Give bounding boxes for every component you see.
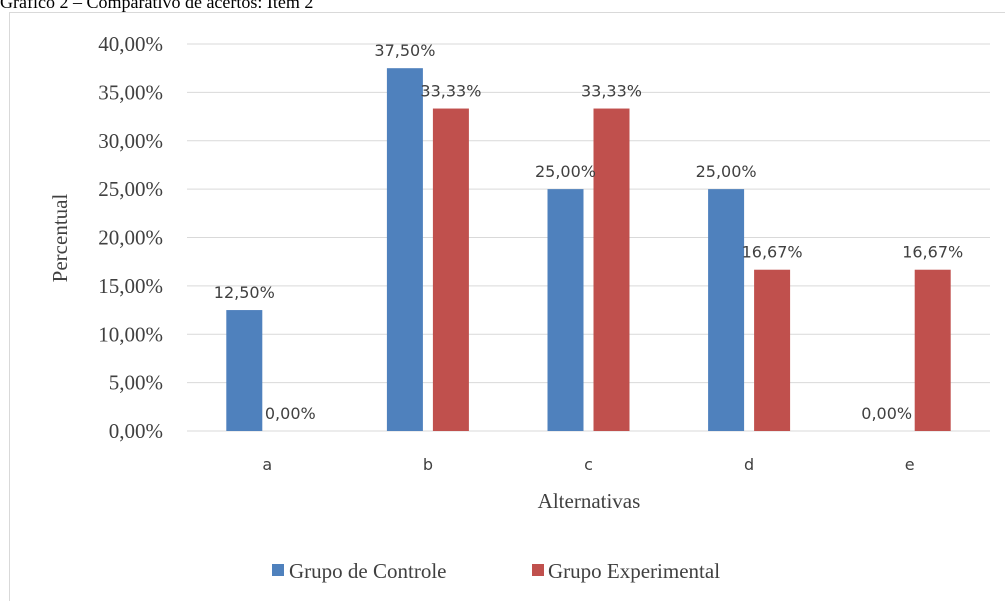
data-label: 0,00%: [265, 404, 316, 423]
bar-experimental: [914, 269, 951, 431]
bar-experimental: [593, 108, 630, 431]
legend-label: Grupo Experimental: [548, 559, 720, 583]
y-tick-label: 10,00%: [98, 322, 163, 346]
y-axis-title: Percentual: [48, 194, 72, 283]
data-label: 16,67%: [742, 243, 803, 262]
bar-controle: [708, 189, 745, 431]
bar-experimental: [432, 108, 469, 431]
data-labels: 12,50% 0,00% 37,50% 33,33% 25,00% 33,33% 25,00…: [214, 41, 963, 423]
gridlines: [187, 43, 990, 432]
x-tick-label: b: [423, 455, 433, 474]
bar-controle: [547, 189, 584, 431]
data-label: 33,33%: [581, 82, 642, 101]
legend: Grupo de Controle Grupo Experimental: [272, 559, 720, 583]
legend-item: Grupo Experimental: [532, 559, 720, 583]
data-label: 25,00%: [696, 162, 757, 181]
figure-caption: Gráfico 2 – Comparativo de acertos: Item…: [0, 0, 314, 12]
data-label: 37,50%: [374, 41, 435, 60]
y-tick-labels: 0,00% 5,00% 10,00% 15,00% 20,00% 25,00% 30,00%…: [98, 32, 163, 443]
legend-label: Grupo de Controle: [289, 559, 446, 583]
y-tick-label: 15,00%: [98, 274, 163, 298]
data-label: 25,00%: [535, 162, 596, 181]
data-label: 12,50%: [214, 283, 275, 302]
x-tick-label: e: [905, 455, 915, 474]
data-label: 16,67%: [902, 243, 963, 262]
bars: [226, 68, 951, 431]
bar-controle: [386, 68, 423, 431]
x-tick-label: c: [584, 455, 593, 474]
y-tick-label: 5,00%: [109, 371, 163, 395]
legend-swatch: [532, 564, 544, 576]
data-label: 33,33%: [420, 82, 481, 101]
chart-frame: [9, 12, 1005, 601]
y-tick-label: 20,00%: [98, 226, 163, 250]
y-tick-label: 0,00%: [109, 419, 163, 443]
bar-controle: [226, 310, 263, 431]
y-tick-label: 40,00%: [98, 32, 163, 56]
legend-item: Grupo de Controle: [272, 559, 446, 583]
y-tick-label: 30,00%: [98, 129, 163, 153]
bar-experimental: [754, 269, 791, 431]
x-tick-labels: a b c d e: [262, 455, 914, 474]
y-tick-label: 35,00%: [98, 80, 163, 104]
x-axis-title: Alternativas: [538, 489, 641, 513]
y-tick-label: 25,00%: [98, 177, 163, 201]
data-label: 0,00%: [861, 404, 912, 423]
legend-swatch: [272, 564, 284, 576]
x-tick-label: d: [744, 455, 754, 474]
x-tick-label: a: [262, 455, 272, 474]
